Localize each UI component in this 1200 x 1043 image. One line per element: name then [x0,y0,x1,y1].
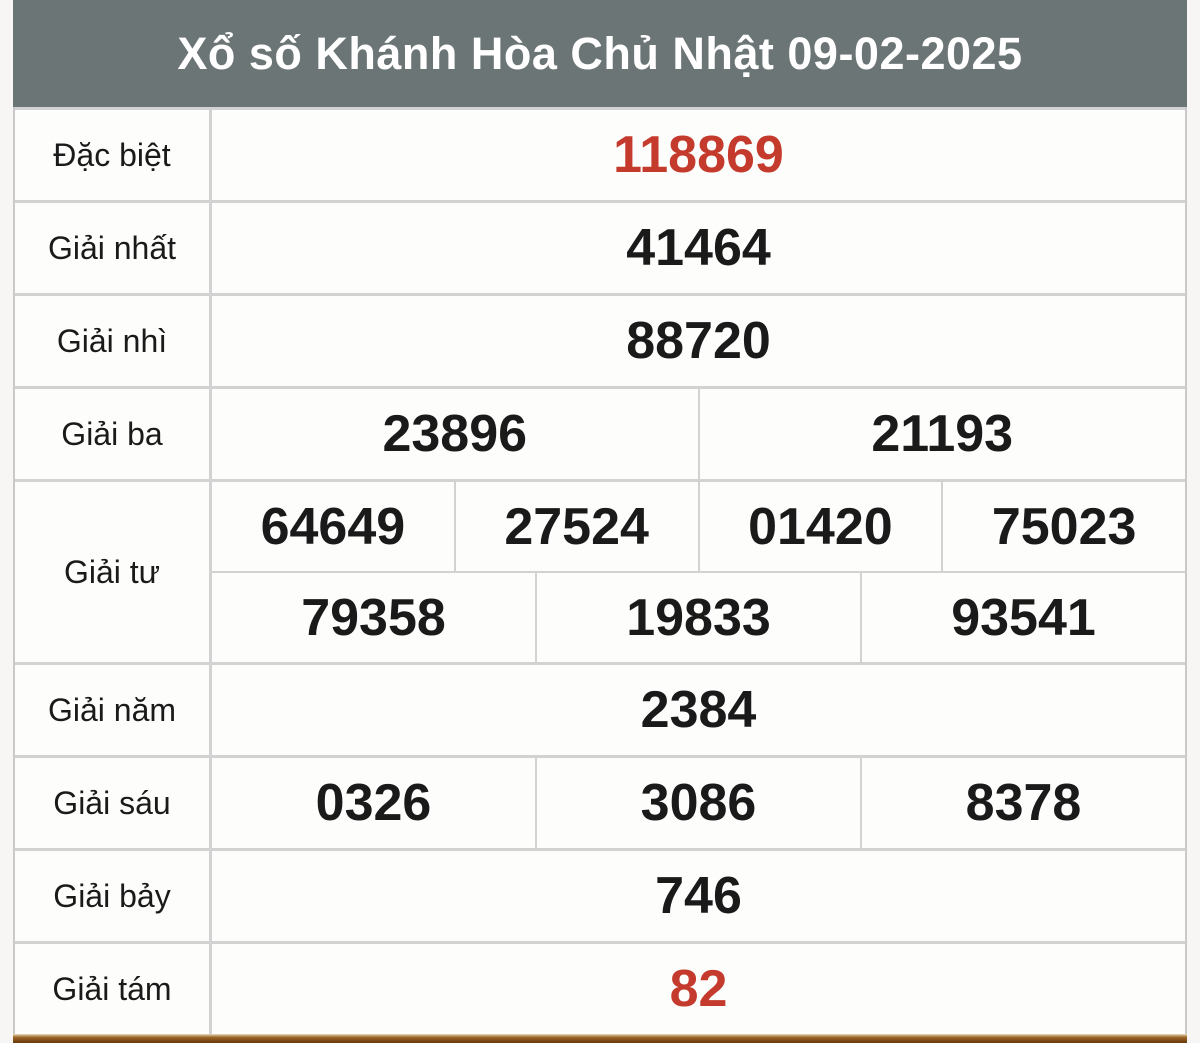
prize-label-eighth: Giải tám [15,944,212,1034]
prize-value-fourth-2: 27524 [453,482,698,571]
prize-row-fourth-line1: 64649 27524 01420 75023 [212,482,1185,571]
prize-row-sixth: Giải sáu 0326 3086 8378 [15,755,1185,848]
prize-row-third: Giải ba 23896 21193 [15,386,1185,479]
page-title: Xổ số Khánh Hòa Chủ Nhật 09-02-2025 [177,27,1023,79]
prize-value-fourth-1: 64649 [212,482,454,571]
bottom-divider-bar [13,1034,1187,1043]
lottery-results-widget: Xổ số Khánh Hòa Chủ Nhật 09-02-2025 Đặc … [13,0,1187,1043]
prize-value-sixth-1: 0326 [212,758,535,848]
prize-value-sixth-2: 3086 [535,758,860,848]
prize-label-third: Giải ba [15,389,212,479]
prize-value-second: 88720 [212,296,1185,386]
results-header: Xổ số Khánh Hòa Chủ Nhật 09-02-2025 [13,0,1187,107]
prize-value-third-1: 23896 [212,389,698,479]
prize-row-second: Giải nhì 88720 [15,293,1185,386]
prize-label-sixth: Giải sáu [15,758,212,848]
prize-row-special: Đặc biệt 118869 [15,107,1185,200]
prize-value-sixth-3: 8378 [860,758,1185,848]
results-table: Đặc biệt 118869 Giải nhất 41464 Giải nhì… [13,107,1187,1034]
prize-value-fourth-5: 79358 [212,573,535,662]
prize-label-seventh: Giải bảy [15,851,212,941]
prize-label-second: Giải nhì [15,296,212,386]
prize-row-eighth: Giải tám 82 [15,941,1185,1034]
prize-value-seventh: 746 [212,851,1185,941]
prize-value-fourth-6: 19833 [535,573,860,662]
prize-label-fifth: Giải năm [15,665,212,755]
prize-label-special: Đặc biệt [15,110,212,200]
prize-value-eighth: 82 [212,944,1185,1034]
prize-value-fifth: 2384 [212,665,1185,755]
prize-value-first: 41464 [212,203,1185,293]
prize-row-fourth: Giải tư 64649 27524 01420 75023 79358 19… [15,479,1185,662]
prize-row-fourth-line2: 79358 19833 93541 [212,571,1185,662]
prize-row-first: Giải nhất 41464 [15,200,1185,293]
prize-label-first: Giải nhất [15,203,212,293]
prize-value-special: 118869 [212,110,1185,200]
prize-value-third-2: 21193 [697,389,1185,479]
prize-value-fourth-7: 93541 [860,573,1185,662]
prize-value-fourth-3: 01420 [697,482,942,571]
prize-row-fifth: Giải năm 2384 [15,662,1185,755]
prize-row-seventh: Giải bảy 746 [15,848,1185,941]
prize-value-fourth-4: 75023 [941,482,1185,571]
prize-label-fourth: Giải tư [15,482,212,662]
